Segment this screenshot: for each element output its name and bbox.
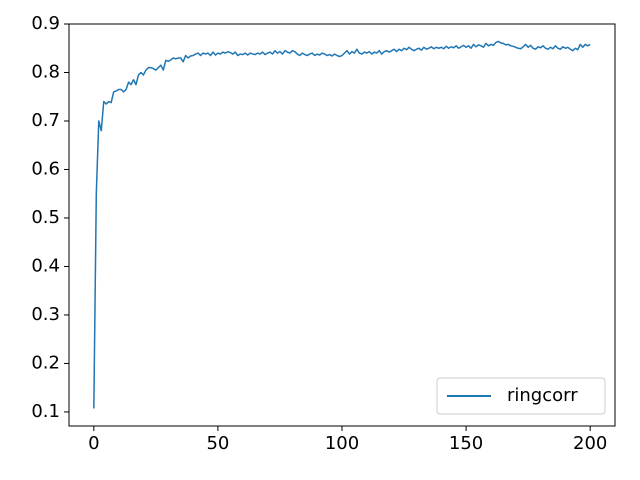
plot-frame <box>68 23 616 427</box>
x-tick-label: 50 <box>206 433 229 454</box>
y-tick-label: 0.7 <box>31 110 60 131</box>
y-tick-label: 0.4 <box>31 255 60 276</box>
y-tick-label: 0.3 <box>31 304 60 325</box>
x-tick-label: 0 <box>88 433 99 454</box>
legend: ringcorr <box>436 377 606 415</box>
y-tick-label: 0.8 <box>31 61 60 82</box>
y-tick-label: 0.9 <box>31 13 60 34</box>
y-tick-label: 0.2 <box>31 352 60 373</box>
x-tick-label: 100 <box>325 433 359 454</box>
y-tick-label: 0.5 <box>31 207 60 228</box>
x-tick-label: 200 <box>573 433 607 454</box>
data-line <box>93 40 591 409</box>
legend-box <box>436 377 606 415</box>
y-tick-label: 0.6 <box>31 158 60 179</box>
legend-label: ringcorr <box>507 385 578 406</box>
x-tick-label: 150 <box>449 433 483 454</box>
y-tick-label: 0.1 <box>31 401 60 422</box>
